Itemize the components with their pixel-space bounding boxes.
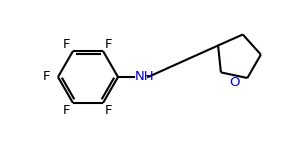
Text: F: F: [105, 104, 113, 117]
Text: F: F: [105, 38, 113, 51]
Text: F: F: [43, 71, 51, 84]
Text: F: F: [63, 38, 71, 51]
Text: O: O: [229, 76, 239, 89]
Text: F: F: [63, 104, 71, 117]
Text: NH: NH: [135, 71, 155, 84]
